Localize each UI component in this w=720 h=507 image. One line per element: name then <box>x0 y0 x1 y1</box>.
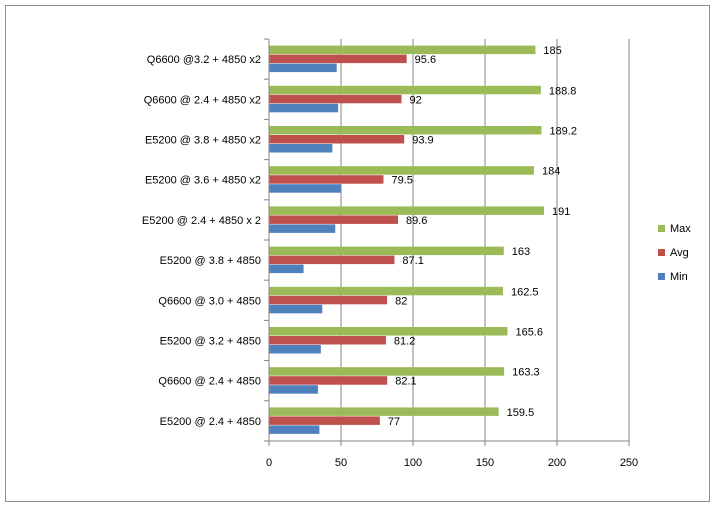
x-tick-label: 50 <box>335 457 347 469</box>
bar-min <box>269 304 323 314</box>
bar-avg <box>269 376 388 385</box>
bar-min <box>269 184 341 193</box>
bar-max <box>269 166 534 175</box>
bar-avg <box>269 255 395 265</box>
bar-min <box>269 63 337 73</box>
category-label: E5200 @ 3.8 + 4850 <box>160 255 261 267</box>
legend-swatch-min <box>658 273 665 280</box>
data-label: 184 <box>542 166 560 178</box>
bar-chart: 185 95.6 Q6600 @3.2 + 4850 x2 188.8 92 Q6600 … <box>142 38 691 469</box>
bar-max <box>269 85 541 95</box>
bar-avg <box>269 54 407 64</box>
bar-max <box>269 126 542 135</box>
bar-min <box>269 345 321 354</box>
data-label: 79.5 <box>391 175 412 187</box>
bar-avg <box>269 135 405 144</box>
category-label: Q6600 @ 2.4 + 4850 x2 <box>144 94 261 106</box>
bar-min <box>269 144 333 153</box>
category-label: E5200 @ 2.4 + 4850 <box>160 416 261 428</box>
data-label: 185 <box>543 45 561 57</box>
category-label: E5200 @ 3.2 + 4850 <box>160 336 261 348</box>
legend-swatch-max <box>658 225 665 232</box>
data-label: 77 <box>388 416 400 428</box>
bar-avg <box>269 416 380 425</box>
bar-avg <box>269 175 384 184</box>
bar-avg <box>269 336 386 345</box>
bar-min <box>269 103 339 113</box>
bar-min <box>269 425 320 434</box>
data-label: 81.2 <box>394 336 415 348</box>
legend-label: Avg <box>670 247 689 259</box>
bar-max <box>269 206 545 215</box>
x-tick-label: 100 <box>404 457 422 469</box>
bar-min <box>269 264 304 274</box>
bar-avg <box>269 215 399 224</box>
category-label: E5200 @ 3.8 + 4850 x2 <box>145 135 261 147</box>
data-label: 191 <box>552 206 570 218</box>
data-label: 162.5 <box>511 286 539 298</box>
data-label: 89.6 <box>406 215 427 227</box>
legend-swatch-avg <box>658 249 665 256</box>
category-label: Q6600 @ 3.0 + 4850 <box>158 295 261 307</box>
data-label: 163.3 <box>512 367 540 379</box>
bar-min <box>269 224 336 233</box>
bar-min <box>269 385 318 394</box>
chart-frame: 185 95.6 Q6600 @3.2 + 4850 x2 188.8 92 Q6600 … <box>5 5 710 502</box>
bar-max <box>269 407 499 416</box>
legend-label: Max <box>670 223 691 235</box>
data-label: 82 <box>395 295 407 307</box>
bar-max <box>269 286 503 296</box>
data-label: 93.9 <box>412 135 433 147</box>
x-tick-label: 250 <box>620 457 638 469</box>
bar-max <box>269 246 504 256</box>
x-tick-label: 0 <box>266 457 272 469</box>
data-label: 159.5 <box>507 407 535 419</box>
category-label: Q6600 @ 2.4 + 4850 <box>158 376 261 388</box>
data-label: 82.1 <box>395 376 416 388</box>
data-label: 189.2 <box>549 126 577 138</box>
x-tick-label: 150 <box>476 457 494 469</box>
data-label: 92 <box>409 94 421 106</box>
data-label: 163 <box>512 246 530 258</box>
data-label: 165.6 <box>515 327 543 339</box>
data-label: 95.6 <box>415 54 436 66</box>
bar-max <box>269 327 508 336</box>
data-label: 188.8 <box>549 85 577 97</box>
bar-avg <box>269 295 388 305</box>
bar-max <box>269 367 505 376</box>
bar-avg <box>269 94 402 104</box>
data-label: 87.1 <box>402 255 423 267</box>
bar-max <box>269 45 536 55</box>
legend-label: Min <box>670 271 688 283</box>
category-label: E5200 @ 3.6 + 4850 x2 <box>145 175 261 187</box>
x-tick-label: 200 <box>548 457 566 469</box>
category-label: Q6600 @3.2 + 4850 x2 <box>147 54 261 66</box>
category-label: E5200 @ 2.4 + 4850 x 2 <box>142 215 261 227</box>
